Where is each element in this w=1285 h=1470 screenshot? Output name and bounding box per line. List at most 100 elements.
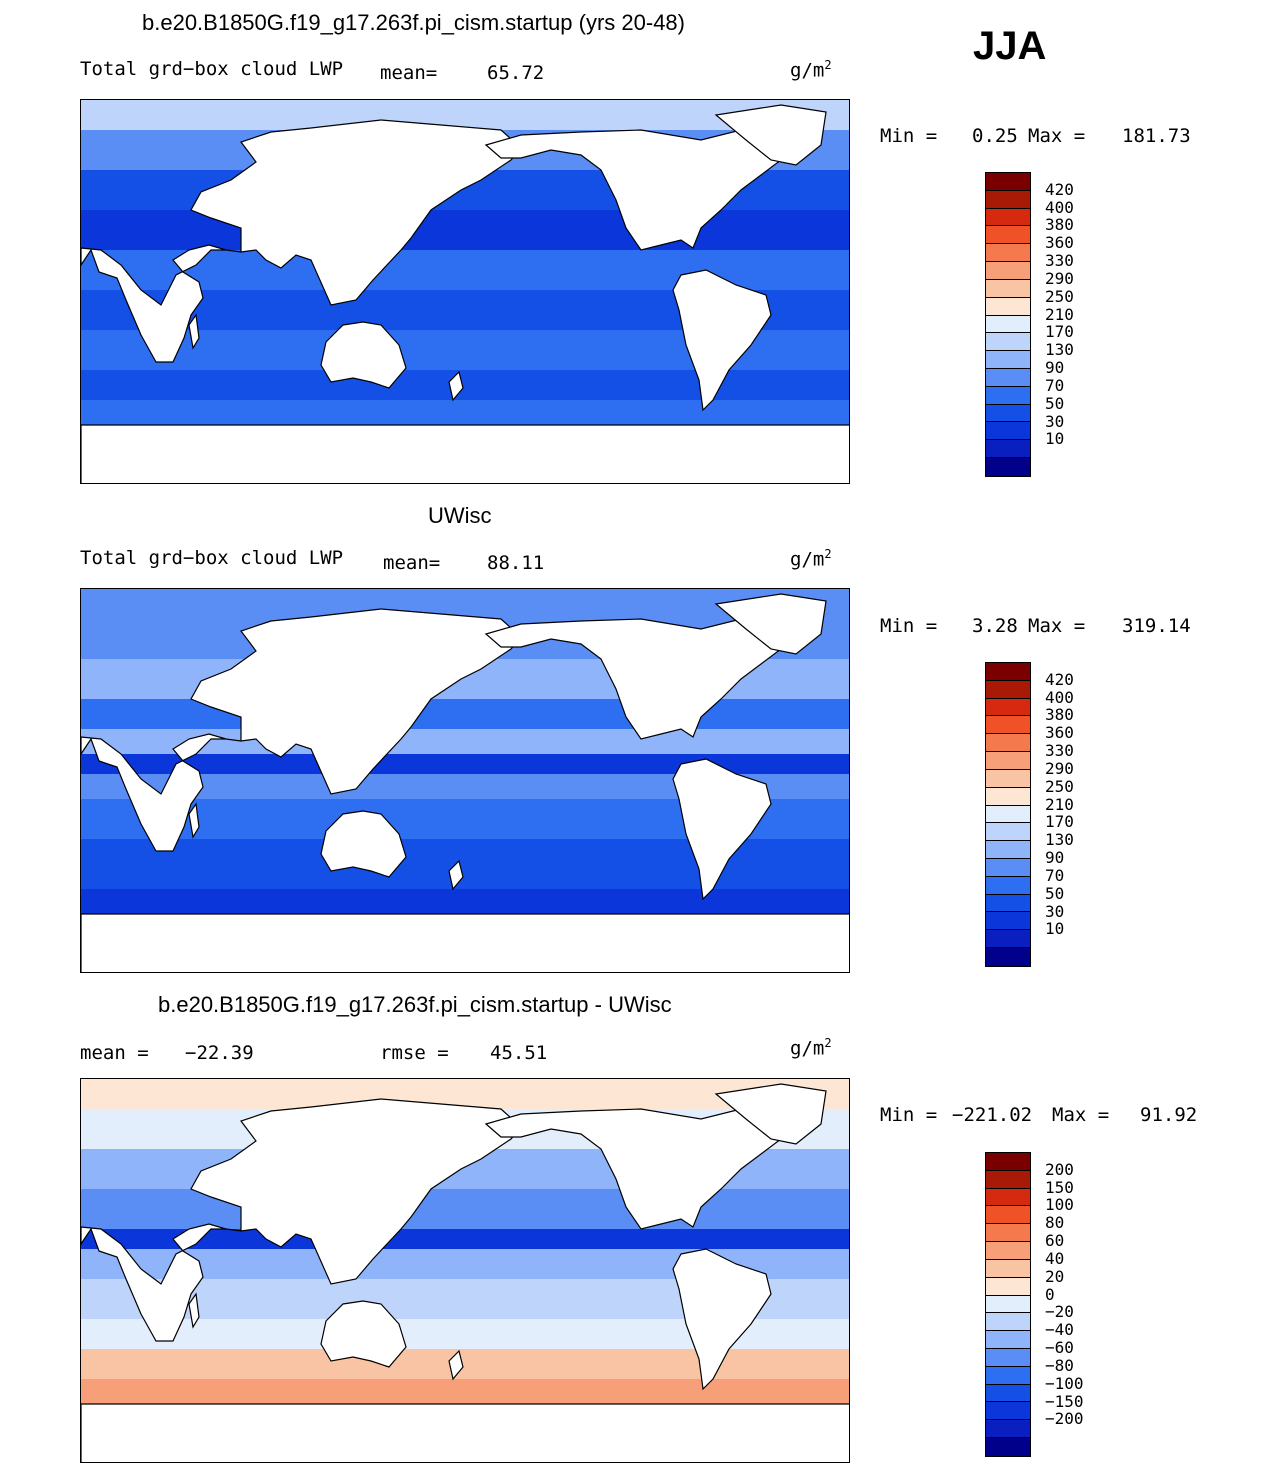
land-mass <box>320 810 407 878</box>
colorbar-label: 210 <box>1045 304 1074 324</box>
colorbar-label: 20 <box>1045 1266 1065 1286</box>
panel-2-colorbar <box>985 662 1031 967</box>
colorbar-label: 10 <box>1045 429 1065 449</box>
colorbar-box <box>986 333 1030 352</box>
colorbar-box <box>986 208 1030 227</box>
colorbar-label: −150 <box>1045 1391 1084 1411</box>
colorbar-label: 200 <box>1045 1159 1074 1179</box>
panel-3-max-value: 91.92 <box>1140 1104 1198 1126</box>
colorbar-box <box>986 262 1030 280</box>
colorbar-box <box>986 1402 1030 1421</box>
land-mass <box>81 913 849 972</box>
colorbar-label: 10 <box>1045 919 1065 939</box>
colorbar-box <box>986 1366 1030 1385</box>
colorbar-label: 90 <box>1045 848 1065 868</box>
colorbar-box <box>986 1224 1030 1243</box>
season-label: JJA <box>973 24 1047 68</box>
colorbar-box <box>986 1188 1030 1207</box>
colorbar-label: 100 <box>1045 1195 1074 1215</box>
panel-3-rmse-label: rmse = <box>380 1042 449 1064</box>
colorbar-box <box>986 1242 1030 1260</box>
colorbar-label: 30 <box>1045 901 1065 921</box>
colorbar-label: 400 <box>1045 687 1074 707</box>
land-mass <box>672 758 772 901</box>
panel-1-mean-value: 65.72 <box>487 62 545 84</box>
colorbar-box <box>986 1438 1030 1456</box>
panel-3-map-svg <box>81 1079 849 1462</box>
ocean-band <box>81 210 849 250</box>
colorbar-box <box>986 769 1030 788</box>
colorbar-box <box>986 787 1030 806</box>
colorbar-label: 170 <box>1045 322 1074 342</box>
colorbar-label: 40 <box>1045 1248 1065 1268</box>
colorbar-box <box>986 1295 1030 1314</box>
colorbar-label: −60 <box>1045 1338 1074 1358</box>
colorbar-box <box>986 244 1030 263</box>
colorbar-label: 330 <box>1045 741 1074 761</box>
panel-1-map-svg <box>81 100 849 483</box>
ocean-band <box>81 699 849 729</box>
colorbar-box <box>986 440 1030 458</box>
colorbar-label: −80 <box>1045 1355 1074 1375</box>
colorbar-label: 150 <box>1045 1177 1074 1197</box>
colorbar-box <box>986 1348 1030 1367</box>
land-mass <box>484 1108 782 1230</box>
colorbar-label: −20 <box>1045 1302 1074 1322</box>
colorbar-box <box>986 948 1030 966</box>
colorbar-box <box>986 698 1030 717</box>
colorbar-box <box>986 912 1030 931</box>
ocean-band <box>81 1349 849 1379</box>
colorbar-box <box>986 876 1030 895</box>
panel-2-map <box>80 588 850 973</box>
ocean-band <box>81 400 849 425</box>
colorbar-box <box>986 930 1030 948</box>
land-mass <box>714 1083 827 1145</box>
colorbar-box <box>986 279 1030 298</box>
panel-2-max-label: Max = <box>1028 615 1086 637</box>
panel-3-max-label: Max = <box>1052 1104 1110 1126</box>
ocean-band <box>81 1189 849 1229</box>
colorbar-box <box>986 190 1030 209</box>
colorbar-label: 250 <box>1045 776 1074 796</box>
land-mass <box>81 1098 522 1342</box>
panel-3-rmse-value: 45.51 <box>490 1042 548 1064</box>
ocean-band <box>81 1379 849 1404</box>
land-mass <box>81 1403 849 1462</box>
colorbar-label: −100 <box>1045 1373 1084 1393</box>
land-mass <box>448 1349 464 1381</box>
land-mass <box>672 269 772 412</box>
land-mass <box>484 618 782 740</box>
colorbar-box <box>986 680 1030 699</box>
colorbar-label: 290 <box>1045 268 1074 288</box>
ocean-band <box>81 889 849 914</box>
panel-1-max-label: Max = <box>1028 125 1086 147</box>
colorbar-label: 380 <box>1045 705 1074 725</box>
colorbar-label: −200 <box>1045 1409 1084 1429</box>
land-mass <box>714 104 827 166</box>
panel-1-map <box>80 99 850 484</box>
colorbar-box <box>986 805 1030 824</box>
colorbar-box <box>986 368 1030 387</box>
colorbar-box <box>986 458 1030 476</box>
colorbar-box <box>986 823 1030 842</box>
land-mass <box>81 119 522 363</box>
colorbar-box <box>986 1313 1030 1332</box>
panel-3-units: g/m2 <box>790 1036 832 1060</box>
colorbar-box <box>986 1331 1030 1349</box>
land-mass <box>188 1292 200 1329</box>
colorbar-label: 420 <box>1045 179 1074 199</box>
ocean-band <box>81 370 849 400</box>
land-mass <box>320 1300 407 1368</box>
panel-1-min-label: Min = <box>880 125 938 147</box>
colorbar-label: 360 <box>1045 723 1074 743</box>
colorbar-label: 420 <box>1045 669 1074 689</box>
colorbar-label: 400 <box>1045 197 1074 217</box>
colorbar-box <box>986 315 1030 334</box>
colorbar-label: 70 <box>1045 865 1065 885</box>
colorbar-label: 0 <box>1045 1284 1055 1304</box>
colorbar-label: 330 <box>1045 251 1074 271</box>
panel-2-units: g/m2 <box>790 547 832 571</box>
colorbar-label: 30 <box>1045 411 1065 431</box>
colorbar-label: 70 <box>1045 375 1065 395</box>
colorbar-box <box>986 386 1030 405</box>
